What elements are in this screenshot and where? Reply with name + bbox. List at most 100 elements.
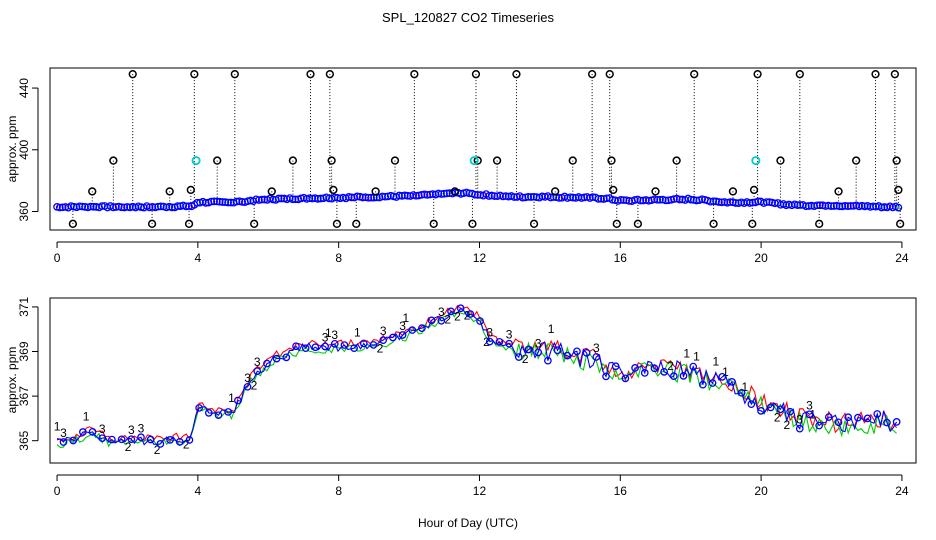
plot-frame-top bbox=[49, 67, 917, 231]
series-point-3 bbox=[359, 339, 368, 348]
series-label-1: 1 bbox=[83, 409, 90, 423]
data-point-top bbox=[844, 202, 852, 210]
data-point-top bbox=[894, 203, 903, 212]
data-point-top bbox=[846, 202, 855, 210]
data-point-top bbox=[78, 202, 87, 211]
y-tick-label-top-440: 440 bbox=[17, 78, 31, 98]
series-point-3 bbox=[505, 339, 513, 348]
series-point-3 bbox=[88, 428, 97, 436]
data-point-top bbox=[650, 195, 659, 204]
outlier-point-22 bbox=[410, 70, 419, 79]
data-point-top bbox=[636, 196, 645, 205]
series-point-3 bbox=[718, 373, 727, 381]
series-label-3: 3 bbox=[438, 305, 445, 319]
outlier-point-46 bbox=[753, 70, 762, 79]
data-point-top bbox=[880, 203, 889, 211]
series-point-3 bbox=[824, 413, 833, 421]
outlier-point-16 bbox=[327, 156, 336, 165]
series-label-1: 1 bbox=[742, 380, 749, 394]
cyan-point-2 bbox=[751, 156, 761, 166]
outlier-point-19 bbox=[352, 219, 361, 228]
series-point-3 bbox=[679, 372, 688, 380]
series-point-3 bbox=[776, 405, 785, 414]
data-point-top bbox=[120, 203, 129, 212]
x-tick-label-top-16: 16 bbox=[614, 251, 628, 265]
outlier-point-39 bbox=[651, 187, 660, 196]
series-point-3 bbox=[292, 342, 300, 351]
series-point-3 bbox=[466, 310, 475, 318]
x-tick-label-top-0: 0 bbox=[54, 251, 61, 265]
outlier-point-32 bbox=[568, 156, 577, 165]
outlier-point-42 bbox=[709, 219, 718, 228]
outlier-point-21 bbox=[390, 156, 400, 165]
series-point-3 bbox=[214, 411, 223, 420]
series-point-3 bbox=[156, 440, 165, 448]
series-point-3 bbox=[137, 433, 145, 442]
series-point-3 bbox=[602, 372, 610, 381]
series-label-1: 1 bbox=[693, 350, 700, 364]
series-point-3 bbox=[873, 410, 882, 418]
outlier-point-2 bbox=[109, 156, 118, 165]
data-point-top bbox=[762, 198, 771, 206]
data-point-top bbox=[527, 193, 535, 201]
data-point-top bbox=[594, 194, 603, 203]
series-point-3 bbox=[786, 407, 794, 416]
series-point-3 bbox=[766, 403, 775, 412]
data-point-top bbox=[566, 193, 575, 202]
series-label-1: 1 bbox=[683, 346, 690, 360]
data-point-top bbox=[569, 193, 577, 202]
series-label-2: 2 bbox=[784, 418, 791, 432]
series-label-3: 3 bbox=[99, 422, 106, 436]
series-label-2: 2 bbox=[125, 440, 132, 454]
top-marks bbox=[53, 70, 905, 228]
series-point-3 bbox=[708, 379, 717, 387]
data-point-top bbox=[173, 202, 182, 210]
outlier-point-29 bbox=[512, 70, 521, 79]
data-point-top bbox=[804, 202, 813, 210]
data-point-top bbox=[347, 193, 356, 202]
cyan-point-1 bbox=[469, 156, 479, 166]
series-point-3 bbox=[350, 344, 358, 353]
data-point-top bbox=[55, 203, 64, 212]
data-point-top bbox=[830, 202, 838, 210]
outlier-point-36 bbox=[609, 185, 618, 195]
series-point-3 bbox=[747, 400, 756, 408]
data-point-top bbox=[661, 196, 670, 205]
data-point-top bbox=[877, 203, 886, 212]
data-point-top bbox=[838, 202, 847, 211]
series-point-3 bbox=[573, 347, 581, 356]
series-label-3: 3 bbox=[331, 328, 338, 342]
series-point-3 bbox=[534, 348, 543, 357]
series-point-3 bbox=[272, 354, 281, 363]
data-point-top bbox=[440, 189, 448, 198]
series-point-3 bbox=[737, 388, 746, 397]
series-point-3 bbox=[59, 438, 68, 446]
data-point-top bbox=[154, 202, 162, 211]
series-line-1 bbox=[56, 304, 898, 443]
data-point-top bbox=[426, 190, 434, 199]
series-point-3 bbox=[117, 435, 126, 444]
data-point-top bbox=[274, 194, 283, 203]
outlier-point-23 bbox=[429, 219, 438, 228]
y-axis-label-bottom: approx. ppm bbox=[5, 347, 19, 414]
data-point-top bbox=[835, 202, 844, 211]
series-point-3 bbox=[805, 410, 814, 419]
series-point-3 bbox=[883, 418, 891, 427]
series-point-3 bbox=[582, 349, 591, 357]
x-tick-label-top-12: 12 bbox=[473, 251, 487, 265]
outlier-point-45 bbox=[749, 185, 759, 195]
series-label-3: 3 bbox=[593, 341, 600, 355]
outlier-point-18 bbox=[332, 219, 342, 228]
series-point-3 bbox=[427, 316, 436, 325]
outlier-point-44 bbox=[748, 219, 757, 228]
data-point-top bbox=[423, 191, 432, 199]
data-point-top bbox=[532, 193, 541, 201]
data-point-top bbox=[291, 195, 300, 204]
y-tick-label-bottom-365: 365 bbox=[17, 430, 31, 450]
y-tick-label-top-400: 400 bbox=[17, 139, 31, 159]
outlier-point-28 bbox=[492, 156, 502, 165]
series-point-3 bbox=[514, 353, 523, 361]
series-point-3 bbox=[795, 424, 804, 433]
series-label-3: 3 bbox=[506, 328, 513, 342]
